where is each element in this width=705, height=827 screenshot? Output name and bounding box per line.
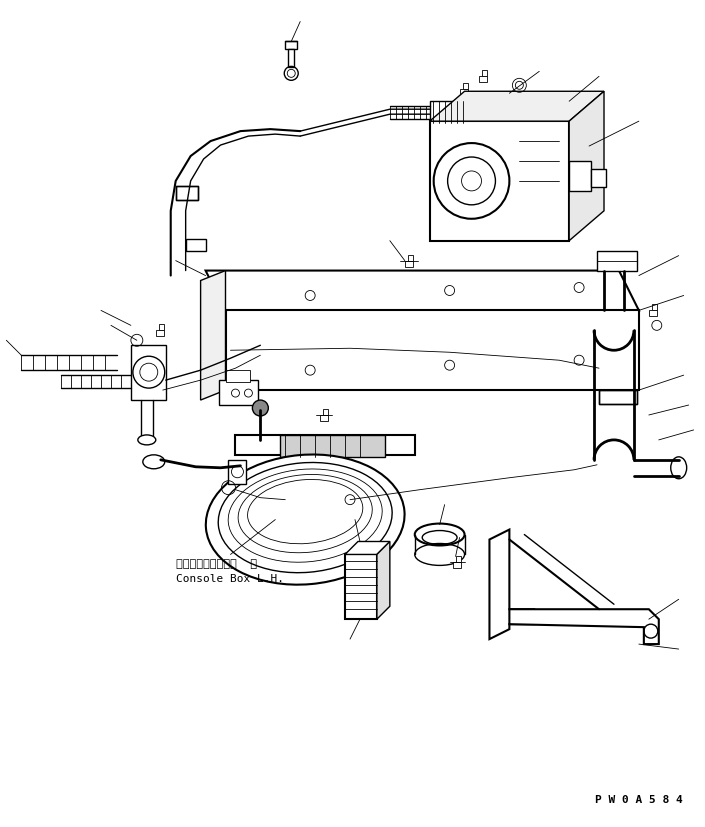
Bar [429, 101, 472, 123]
Bar [288, 50, 294, 67]
Bar [597, 251, 637, 270]
Polygon shape [206, 270, 639, 310]
Bar [320, 415, 328, 421]
Bar [407, 255, 412, 261]
Polygon shape [345, 542, 390, 554]
Ellipse shape [206, 455, 405, 585]
Text: Console Box L.H.: Console Box L.H. [176, 575, 283, 585]
Bar [599, 390, 637, 404]
Bar [345, 554, 377, 619]
Bar [652, 304, 657, 310]
Bar [591, 169, 606, 187]
Bar [159, 324, 164, 330]
Bar [323, 409, 328, 415]
Bar [460, 89, 467, 95]
Polygon shape [429, 122, 569, 241]
Text: P W 0 A 5 8 4: P W 0 A 5 8 4 [595, 796, 682, 805]
Bar [455, 557, 460, 562]
Circle shape [434, 143, 510, 219]
Bar [569, 161, 591, 191]
Bar [228, 460, 247, 484]
Bar [649, 310, 657, 317]
Bar [226, 370, 250, 382]
Polygon shape [569, 91, 604, 241]
Bar [479, 76, 487, 83]
Bar [462, 84, 467, 89]
Bar [176, 186, 197, 200]
Bar [482, 70, 487, 76]
Polygon shape [201, 270, 226, 400]
Bar [281, 435, 385, 457]
Bar [156, 330, 164, 337]
Circle shape [252, 400, 269, 416]
Text: コンソールボックス  左: コンソールボックス 左 [176, 559, 257, 570]
Bar [286, 41, 298, 50]
Polygon shape [429, 91, 604, 122]
Polygon shape [510, 609, 658, 644]
Polygon shape [226, 310, 639, 390]
Bar [185, 239, 206, 251]
Polygon shape [377, 542, 390, 619]
Bar [453, 562, 460, 568]
Polygon shape [235, 435, 415, 455]
Polygon shape [489, 529, 534, 639]
Bar [131, 345, 166, 400]
Bar [405, 261, 412, 266]
Bar [219, 380, 258, 405]
Ellipse shape [143, 455, 165, 469]
